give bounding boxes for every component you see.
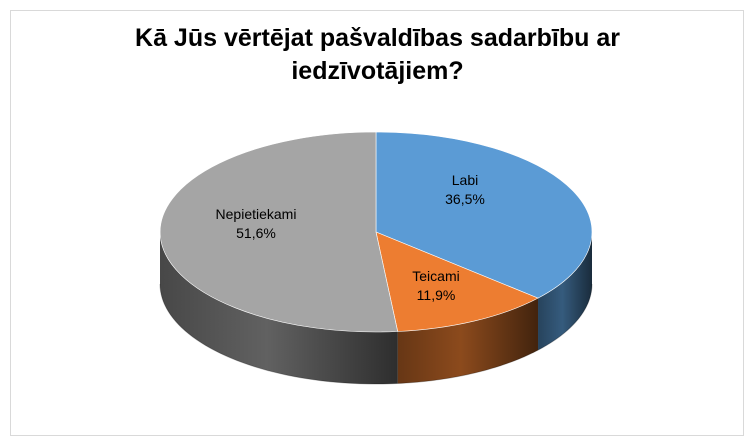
chart-title: Kā Jūs vērtējat pašvaldības sadarbību ar… <box>0 22 755 88</box>
chart-title-line-2: iedzīvotājiem? <box>291 57 464 85</box>
slice-value-teicami: 11,9% <box>417 287 456 303</box>
pie-side-shade-labi <box>538 232 592 351</box>
pie-bottom-edge <box>159 283 593 385</box>
pie-slice-teicami <box>375 231 539 332</box>
slice-value-labi: 36,5% <box>445 191 485 207</box>
pie-label-layer: Labi 36,5% Teicami 11,9% Nepietiekami 51,6% <box>216 172 485 303</box>
slice-label-nepietiekami: Nepietiekami <box>216 206 297 222</box>
slice-label-teicami: Teicami <box>412 268 459 284</box>
pie-slice-labi <box>375 131 593 299</box>
pie-side-layer <box>159 232 593 385</box>
pie-side-shade-nepietiekami <box>160 232 398 384</box>
pie-slice-nepietiekami <box>159 131 399 333</box>
slice-value-nepietiekami: 51,6% <box>236 225 276 241</box>
slice-label-labi: Labi <box>452 172 478 188</box>
pie-top-layer <box>159 131 593 333</box>
chart-title-line-1: Kā Jūs vērtējat pašvaldības sadarbību ar <box>135 24 620 52</box>
pie-side-shade-teicami <box>397 298 539 384</box>
